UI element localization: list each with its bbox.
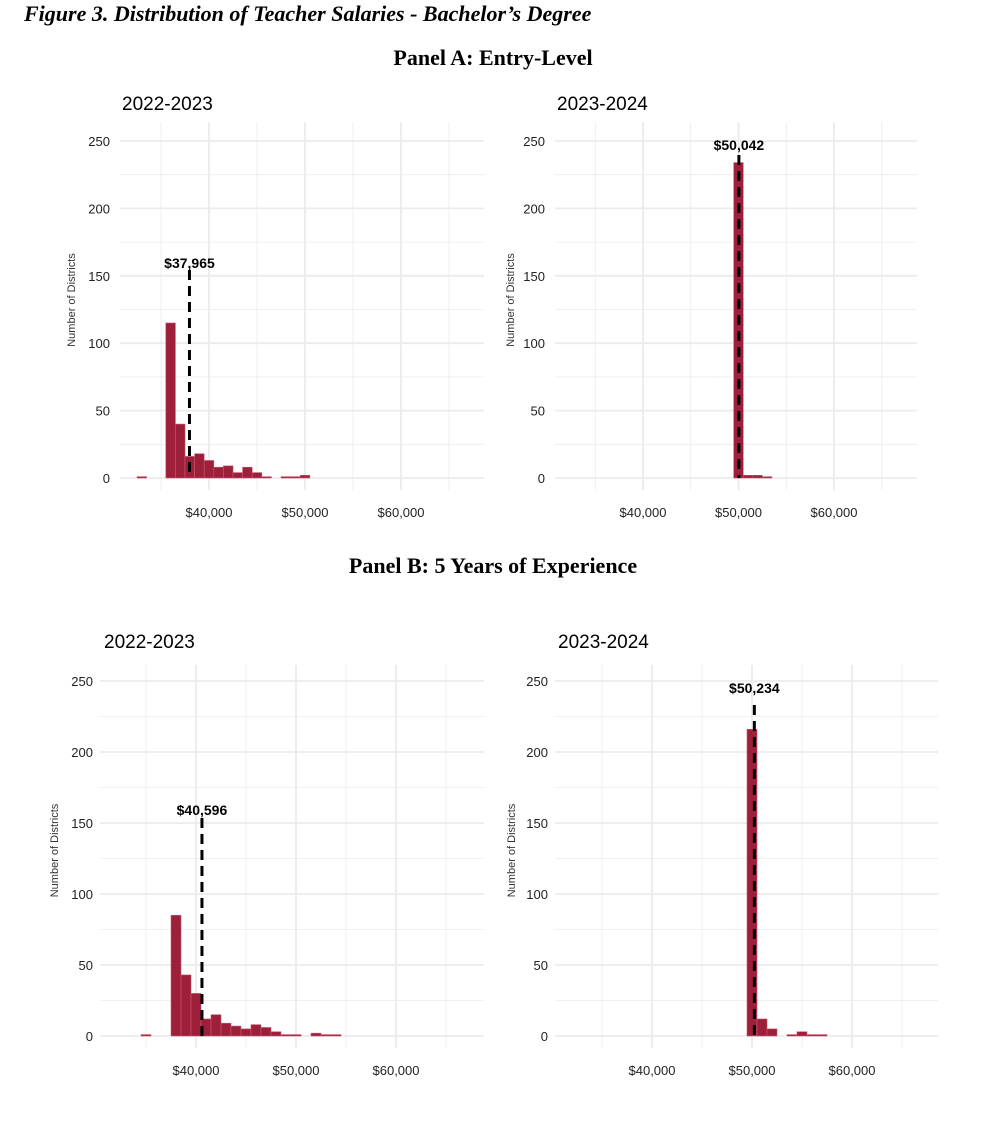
histogram-bar [290,1034,302,1037]
histogram-bar [180,974,192,1037]
x-tick-label: $60,000 [829,1063,876,1078]
y-axis-title: Number of Districts [66,253,78,347]
y-tick-label: 0 [86,1029,93,1044]
y-tick-label: 50 [79,958,93,973]
y-tick-label: 250 [88,134,110,149]
histogram-bar [251,472,263,479]
y-tick-label: 100 [523,336,545,351]
y-tick-label: 100 [88,336,110,351]
histogram-bar [299,475,311,479]
x-tick-label: $50,000 [715,505,762,520]
y-tick-label: 0 [538,471,545,486]
histogram-bar [194,453,205,479]
histogram-bar [806,1034,818,1037]
y-tick-label: 200 [526,745,548,760]
histogram-bar [752,475,763,479]
x-tick-label: $60,000 [811,505,858,520]
histogram-panel-a-left: 0 50 100 150 200 250 $40,000 $50,000 $60,000 Numb… [66,94,484,520]
histogram-bar [330,1034,342,1037]
y-tick-label: 0 [541,1029,548,1044]
y-tick-label: 200 [88,201,110,216]
histogram-bar [203,460,215,479]
histogram-bar [796,1031,808,1037]
histogram-bar [320,1034,332,1037]
y-tick-label: 250 [526,674,548,689]
median-label: $40,596 [177,802,228,818]
histogram-bar [136,476,147,479]
y-axis-title: Number of Districts [506,803,518,897]
panel-b-heading: Panel B: 5 Years of Experience [349,553,637,578]
panel-subtitle: 2022-2023 [104,632,195,653]
histogram-panel-b-left: 0 50 100 150 200 250 $40,000 $50,000 $60,000 Numb… [49,632,484,1078]
histogram-bar [213,466,224,479]
y-tick-label: 150 [526,816,548,831]
x-tick-label: $50,000 [729,1063,776,1078]
y-tick-label: 150 [88,269,110,284]
panel-subtitle: 2023-2024 [557,94,648,115]
histogram-bar [175,423,186,479]
y-axis-title: Number of Districts [505,253,517,347]
histogram-bar [746,728,758,1037]
x-tick-label: $60,000 [373,1063,420,1078]
y-tick-label: 100 [526,887,548,902]
y-tick-label: 150 [71,816,93,831]
x-tick-label: $40,000 [173,1063,220,1078]
y-tick-label: 50 [534,958,548,973]
histogram-bar [261,476,272,479]
histogram-bar [762,476,773,479]
histogram-bar [190,993,202,1037]
x-tick-label: $50,000 [282,505,329,520]
histogram-bar [220,1022,232,1037]
histogram-bar [210,1014,222,1037]
y-tick-label: 200 [523,201,545,216]
histogram-bar [280,476,291,479]
y-tick-label: 50 [96,404,110,419]
histogram-bar [242,466,253,479]
panel-subtitle: 2023-2024 [558,632,649,653]
histogram-bar [223,465,234,479]
x-tick-label: $40,000 [620,505,667,520]
histogram-bar [230,1025,242,1037]
histogram-bar [290,476,301,479]
histogram-bar [260,1027,272,1037]
x-tick-label: $40,000 [186,505,233,520]
y-tick-label: 50 [531,404,545,419]
histogram-bar [766,1028,778,1037]
median-label: $50,234 [729,680,780,696]
median-label: $50,042 [714,137,765,153]
histogram-bar [232,472,243,479]
histogram-panel-a-right: 0 50 100 150 200 250 $40,000 $50,000 $60,000 Numb… [505,94,917,520]
panel-subtitle: 2022-2023 [122,94,213,115]
median-label: $37,965 [164,255,215,271]
histogram-bar [170,914,182,1037]
y-axis-title: Number of Districts [49,803,61,897]
histogram-panel-b-right: 0 50 100 150 200 250 $40,000 $50,000 $60,000 Numb… [506,632,938,1078]
x-tick-label: $40,000 [629,1063,676,1078]
y-tick-label: 250 [523,134,545,149]
y-tick-label: 150 [523,269,545,284]
histogram-bar [742,475,754,479]
y-tick-label: 100 [71,887,93,902]
x-tick-label: $50,000 [273,1063,320,1078]
histogram-bar [816,1034,828,1037]
histogram-bar [140,1034,152,1037]
histogram-bar [270,1031,282,1037]
histogram-bar [786,1034,798,1037]
y-tick-label: 250 [71,674,93,689]
y-tick-label: 200 [71,745,93,760]
y-tick-label: 0 [103,471,110,486]
figure-title: Figure 3. Distribution of Teacher Salari… [23,1,592,26]
histogram-bar [310,1032,322,1037]
panel-a-heading: Panel A: Entry-Level [393,45,592,70]
histogram-bar [165,322,176,479]
histogram-bar [250,1024,262,1037]
x-tick-label: $60,000 [378,505,425,520]
histogram-bar [756,1018,768,1037]
histogram-bar [240,1028,252,1037]
histogram-bar [280,1034,292,1037]
